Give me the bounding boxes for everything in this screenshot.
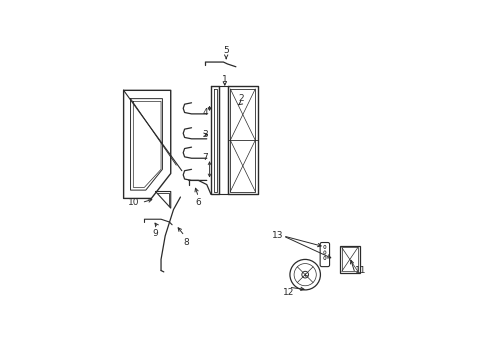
Text: 6: 6 — [196, 198, 201, 207]
Bar — [340, 246, 360, 273]
Text: 1: 1 — [222, 75, 228, 84]
Text: 5: 5 — [223, 46, 229, 55]
Text: 4: 4 — [202, 108, 208, 117]
Text: 12: 12 — [283, 288, 294, 297]
Text: 8: 8 — [183, 238, 189, 247]
Text: 11: 11 — [355, 266, 367, 275]
Bar — [342, 247, 358, 271]
Text: 7: 7 — [202, 153, 208, 162]
Text: 2: 2 — [239, 94, 244, 103]
Text: 13: 13 — [272, 231, 283, 240]
Text: 3: 3 — [202, 130, 208, 139]
Text: 10: 10 — [127, 198, 139, 207]
Text: 9: 9 — [152, 229, 158, 238]
